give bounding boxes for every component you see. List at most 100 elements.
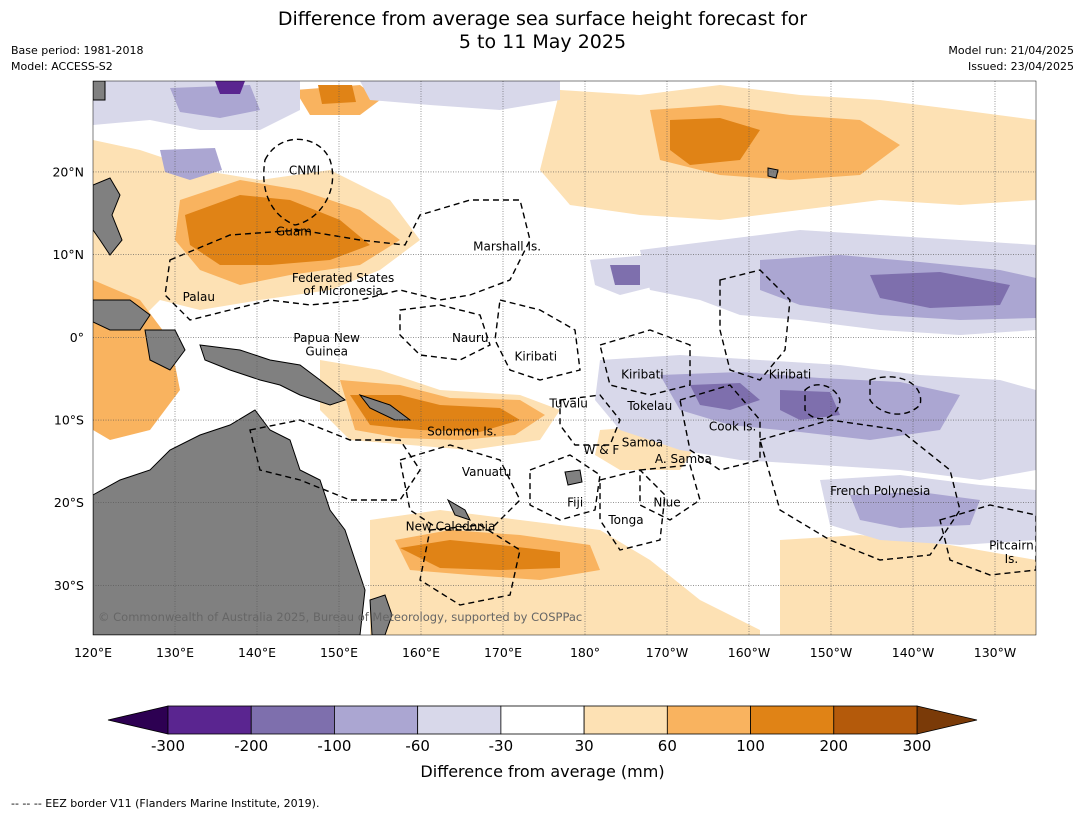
positive-anomaly-area <box>780 535 1036 635</box>
eez-border-kiribati-east <box>719 269 791 381</box>
latitude-tick-labels: 20°N 10°N 0° 10°S 20°S 30°S <box>52 164 84 592</box>
philippines-landmass <box>93 177 123 256</box>
region-label: Fiji <box>567 496 583 510</box>
eez-border-kiribati-west <box>494 299 581 381</box>
region-label: Guinea <box>305 344 348 358</box>
region-label: Kiribati <box>621 368 663 382</box>
negative-anomaly-area <box>610 265 640 285</box>
anomaly-field <box>93 81 1036 635</box>
region-label: Cook Is. <box>709 420 756 434</box>
meta-left: Base period: 1981-2018 Model: ACCESS-S2 <box>11 43 143 75</box>
region-label: Nauru <box>452 331 488 345</box>
eez-border-kiribati-central <box>599 329 691 396</box>
longitude-tick-label: 170°W <box>646 645 688 660</box>
region-label: Federated States <box>292 271 394 285</box>
strong-positive-anomaly-area <box>670 118 760 165</box>
new-guinea-landmass <box>199 344 347 406</box>
colorbar-segment <box>250 705 335 735</box>
longitude-tick-label: 130°E <box>156 645 194 660</box>
title-line-1: Difference from average sea surface heig… <box>277 8 808 30</box>
eez-border-coral-sea <box>249 419 421 501</box>
region-label: New Caledonia <box>406 520 496 534</box>
eez-border-marquesas <box>804 384 841 420</box>
eez-borders <box>164 138 1036 606</box>
very-negative-anomaly-area <box>215 81 245 94</box>
colorbar-segment <box>334 705 419 735</box>
eez-border-french-polynesia <box>759 419 961 561</box>
longitude-tick-label: 140°E <box>238 645 276 660</box>
region-label: Niue <box>653 496 680 510</box>
region-label: Vanuatu <box>462 465 512 479</box>
new-caledonia-landmass <box>446 498 471 521</box>
latitude-tick-label: 0° <box>70 330 84 345</box>
region-label: Is. <box>1005 552 1019 566</box>
negative-anomaly-area <box>780 390 840 420</box>
colorbar-title: Difference from average (mm) <box>420 762 665 781</box>
colorbar-tick-label: 200 <box>819 737 848 755</box>
longitude-tick-label: 170°E <box>484 645 522 660</box>
longitude-tick-label: 140°W <box>892 645 934 660</box>
longitude-tick-label: 150°W <box>810 645 852 660</box>
colorbar-segment <box>750 705 835 735</box>
region-label: Samoa <box>622 435 663 449</box>
strong-positive-anomaly-area <box>185 195 370 265</box>
colorbar-tick-label: 100 <box>736 737 765 755</box>
longitude-tick-label: 130°W <box>974 645 1016 660</box>
eez-border-niue <box>639 464 701 521</box>
colorbar-segment <box>583 705 668 735</box>
colorbar-tick-labels: -300 -200 -100 -60 -30 30 60 100 200 300 <box>151 737 931 755</box>
longitude-tick-labels: 120°E 130°E 140°E 150°E 160°E 170°E 180° 170°W 1… <box>74 645 1016 660</box>
region-label: Guam <box>276 224 312 238</box>
region-label: French Polynesia <box>830 484 930 498</box>
latitude-tick-label: 30°S <box>54 578 84 593</box>
eez-legend-note: -- -- -- EEZ border V11 (Flanders Marine… <box>11 797 320 810</box>
colorbar-segment <box>167 705 252 735</box>
region-label: Papua New <box>293 331 360 345</box>
map-frame <box>92 80 1037 636</box>
region-label: Palau <box>183 290 215 304</box>
region-label: Solomon Is. <box>427 425 497 439</box>
region-label: of Micronesia <box>303 284 383 298</box>
eez-border-cnmi <box>263 138 334 226</box>
meta-right: Model run: 21/04/2025 Issued: 23/04/2025 <box>948 43 1074 75</box>
latitude-tick-label: 10°N <box>52 247 84 262</box>
eez-border-cook-islands <box>679 384 761 471</box>
strong-positive-anomaly-area <box>350 395 520 432</box>
sulawesi-landmass <box>144 329 186 371</box>
colorbar-segments <box>167 705 918 735</box>
latitude-tick-label: 20°S <box>54 495 84 510</box>
negative-anomaly-area <box>690 383 760 410</box>
strong-positive-anomaly-area <box>400 540 560 570</box>
region-label: Tonga <box>607 513 643 527</box>
colorbar-under-extension <box>107 705 169 735</box>
borneo-landmass <box>93 299 151 331</box>
strong-positive-anomaly-area <box>318 85 356 104</box>
colorbar-tick-label: -60 <box>405 737 430 755</box>
eez-border-fiji <box>529 454 601 521</box>
region-label: Marshall Is. <box>473 239 541 253</box>
latitude-tick-label: 10°S <box>54 413 84 428</box>
longitude-tick-label: 120°E <box>74 645 112 660</box>
colorbar: -300 -200 -100 -60 -30 30 60 100 200 300 <box>107 705 978 755</box>
graticule <box>93 81 1036 635</box>
latitude-tick-label: 20°N <box>52 164 84 179</box>
region-label: W & F <box>584 443 620 457</box>
negative-anomaly-area <box>360 81 560 110</box>
colorbar-segment <box>833 705 918 735</box>
eez-border-vanuatu <box>399 444 521 531</box>
region-label: Kiribati <box>769 368 811 382</box>
colorbar-tick-label: -100 <box>317 737 351 755</box>
hawaii-landmass <box>767 167 779 179</box>
solomon-islands-landmass <box>358 394 412 421</box>
taiwan-landmass <box>93 81 106 101</box>
land-masses <box>93 81 779 635</box>
region-label: Kiribati <box>515 349 557 363</box>
longitude-tick-label: 150°E <box>320 645 358 660</box>
colorbar-tick-label: -30 <box>489 737 514 755</box>
colorbar-tick-label: -300 <box>151 737 185 755</box>
chart-title: Difference from average sea surface heig… <box>0 8 1085 54</box>
model-name: Model: ACCESS-S2 <box>11 60 113 73</box>
